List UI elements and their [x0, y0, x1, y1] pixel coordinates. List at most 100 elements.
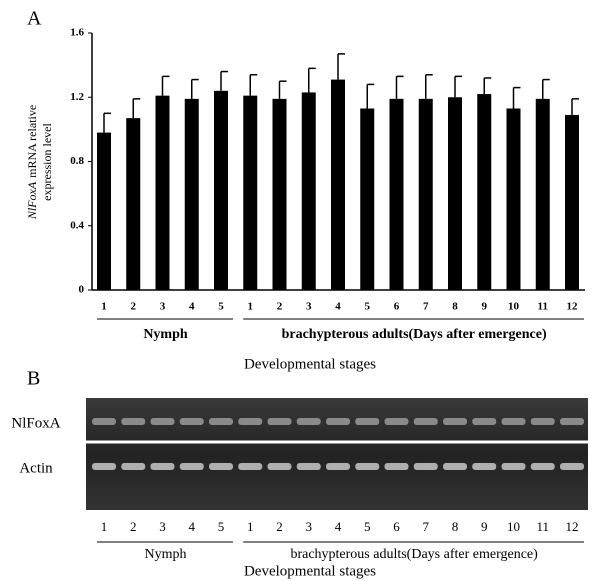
gel-band	[501, 418, 526, 425]
bar	[301, 92, 316, 291]
error-bar	[161, 75, 170, 96]
lane-label: 2	[130, 519, 137, 534]
lane-label: 2	[276, 519, 283, 534]
group-label: Nymph	[143, 327, 188, 342]
error-bar	[542, 78, 550, 99]
gel-band	[443, 463, 467, 470]
lane-label: 6	[393, 519, 400, 534]
x-tick-label: 1	[248, 301, 254, 313]
bar	[126, 118, 141, 290]
gel-band	[326, 463, 350, 470]
x-tick-label: 2	[131, 301, 137, 313]
gel-band	[238, 418, 263, 425]
x-tick-label: 6	[394, 301, 400, 313]
gel-band	[413, 418, 438, 425]
gel-band	[150, 418, 175, 425]
lane-label: 11	[536, 519, 549, 534]
gel-band	[296, 418, 321, 425]
lane-label: 1	[247, 519, 254, 534]
x-axis-label: Developmental stages	[244, 563, 376, 579]
gel-band	[179, 463, 204, 470]
gel-band	[413, 463, 438, 470]
y-tick-label: 0.8	[70, 155, 84, 167]
lane-label: 9	[481, 519, 488, 534]
error-bar	[249, 74, 258, 96]
x-tick-label: 11	[538, 301, 548, 313]
error-bar	[483, 77, 492, 95]
error-bar	[337, 53, 345, 80]
x-tick-label: 2	[277, 301, 283, 313]
lane-label: 4	[189, 519, 196, 534]
bar	[97, 132, 111, 290]
x-tick-label: 3	[306, 301, 312, 313]
error-bar	[220, 70, 228, 91]
lane-label: 10	[507, 519, 520, 534]
error-bar	[191, 78, 199, 99]
x-tick-label: 1	[101, 301, 107, 313]
bar	[535, 98, 550, 290]
y-tick-label: 0.4	[70, 219, 84, 231]
gel-band	[121, 418, 146, 425]
gel-band	[209, 463, 233, 470]
bar	[184, 98, 199, 290]
gel-band	[267, 418, 292, 425]
lane-label: 5	[218, 519, 225, 534]
error-bar	[571, 98, 579, 115]
gel-band	[355, 418, 380, 425]
x-tick-label: 8	[452, 301, 458, 313]
lane-label: 3	[306, 519, 313, 534]
lane-label: 12	[566, 519, 579, 534]
group-label: Nymph	[145, 547, 187, 562]
panel-label: B	[27, 368, 40, 390]
bar	[565, 114, 579, 290]
gel-band	[472, 463, 497, 470]
gel-band	[560, 463, 584, 470]
panel-label: A	[27, 8, 42, 30]
error-bar	[395, 75, 404, 99]
lane-label: 3	[159, 519, 166, 534]
group-label: brachypterous adults(Days after emergenc…	[282, 327, 547, 342]
bar	[360, 108, 375, 291]
x-axis-label: Developmental stages	[244, 356, 376, 372]
bar	[389, 98, 404, 290]
gel-band	[92, 463, 116, 470]
lane-label: 4	[335, 519, 342, 534]
gel-band	[443, 418, 467, 425]
lane-label: 1	[101, 519, 108, 534]
x-tick-label: 9	[482, 301, 488, 313]
y-axis-label-line: mRNA relative	[25, 105, 39, 178]
gel-image	[86, 398, 588, 510]
error-bar	[278, 80, 287, 99]
gel-band	[384, 463, 409, 470]
bar	[506, 108, 521, 291]
x-tick-label: 7	[423, 301, 429, 313]
y-axis-label-line: expression level	[40, 123, 54, 201]
gel-band	[560, 418, 584, 425]
lane-label: 8	[452, 519, 459, 534]
gel-band	[530, 463, 555, 470]
error-bar	[366, 83, 375, 109]
error-bar	[103, 112, 111, 133]
y-axis-label-gene: NlFoxA	[25, 181, 39, 220]
gel-band	[384, 418, 409, 425]
y-tick-label: 1.6	[70, 27, 84, 39]
y-tick-label: 1.2	[70, 91, 84, 103]
error-bar	[425, 74, 433, 99]
gel-band	[530, 418, 555, 425]
group-label: brachypterous adults(Days after emergenc…	[290, 547, 538, 562]
x-tick-label: 5	[365, 301, 371, 313]
x-tick-label: 5	[218, 301, 224, 313]
gel-band	[326, 418, 350, 425]
gel-band	[179, 418, 204, 425]
lane-label: 5	[364, 519, 371, 534]
x-tick-label: 3	[160, 301, 166, 313]
bar	[448, 97, 462, 290]
lane-label: 7	[423, 519, 430, 534]
bar	[331, 79, 345, 290]
bar	[477, 94, 492, 290]
row-label: Actin	[19, 460, 53, 476]
error-bar	[512, 86, 521, 109]
gel-band	[209, 418, 233, 425]
gel-band	[355, 463, 380, 470]
